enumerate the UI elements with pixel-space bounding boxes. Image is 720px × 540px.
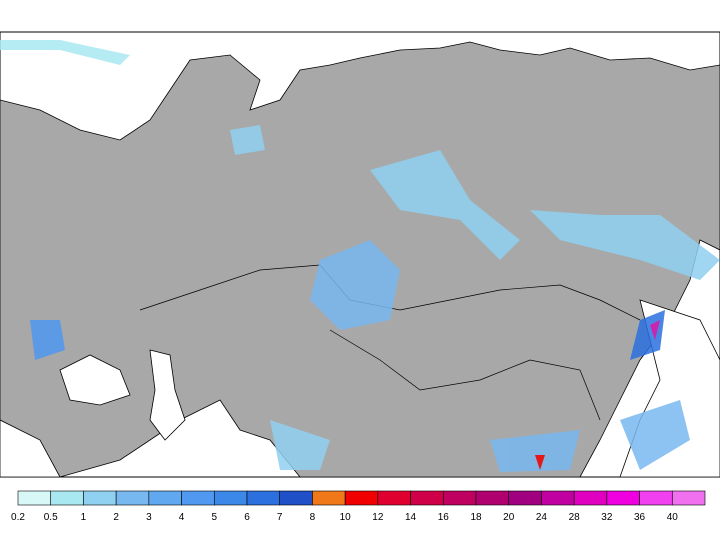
color-box	[246, 490, 281, 506]
legend-label: 4	[179, 512, 185, 523]
legend-label: 40	[667, 512, 679, 523]
legend-label: 3	[146, 512, 152, 523]
color-box	[541, 490, 575, 506]
color-box	[312, 490, 346, 506]
color-box	[573, 490, 608, 506]
legend-label: 7	[277, 512, 283, 523]
legend-label: 28	[569, 512, 581, 523]
borders	[139, 264, 641, 421]
legend-label: 18	[470, 512, 482, 523]
precipitation	[0, 40, 720, 472]
legend-label: 10	[340, 512, 352, 523]
legend-label: 8	[310, 512, 316, 523]
legend: 0.2 0.5 1 2 3 4 5 6 7 8 10 12 14 16 18 20 24 28 32 36 40	[11, 490, 706, 523]
color-box	[508, 490, 542, 506]
color-box	[213, 490, 248, 506]
legend-label: 24	[536, 512, 548, 523]
color-box	[606, 490, 640, 506]
legend-label: 32	[601, 512, 613, 523]
color-box	[410, 490, 444, 506]
legend-label: 0.2	[11, 512, 25, 523]
color-box	[181, 490, 215, 506]
color-box	[671, 490, 706, 506]
color-box	[50, 490, 84, 506]
color-box	[475, 490, 510, 506]
color-box	[442, 490, 477, 506]
color-box	[148, 490, 182, 506]
legend-label: 1	[81, 512, 87, 523]
legend-label: 12	[372, 512, 384, 523]
color-box	[639, 490, 673, 506]
legend-label: 5	[212, 512, 218, 523]
color-box	[279, 490, 313, 506]
legend-label: 0.5	[44, 512, 58, 523]
color-box	[17, 490, 52, 506]
legend-label: 20	[503, 512, 515, 523]
legend-label: 2	[113, 512, 119, 523]
color-box	[115, 490, 150, 506]
color-box	[83, 490, 117, 506]
legend-label: 16	[438, 512, 450, 523]
color-box	[344, 490, 379, 506]
color-box	[377, 490, 411, 506]
legend-label: 14	[405, 512, 417, 523]
legend-label: 36	[634, 512, 646, 523]
legend-label: 6	[244, 512, 250, 523]
